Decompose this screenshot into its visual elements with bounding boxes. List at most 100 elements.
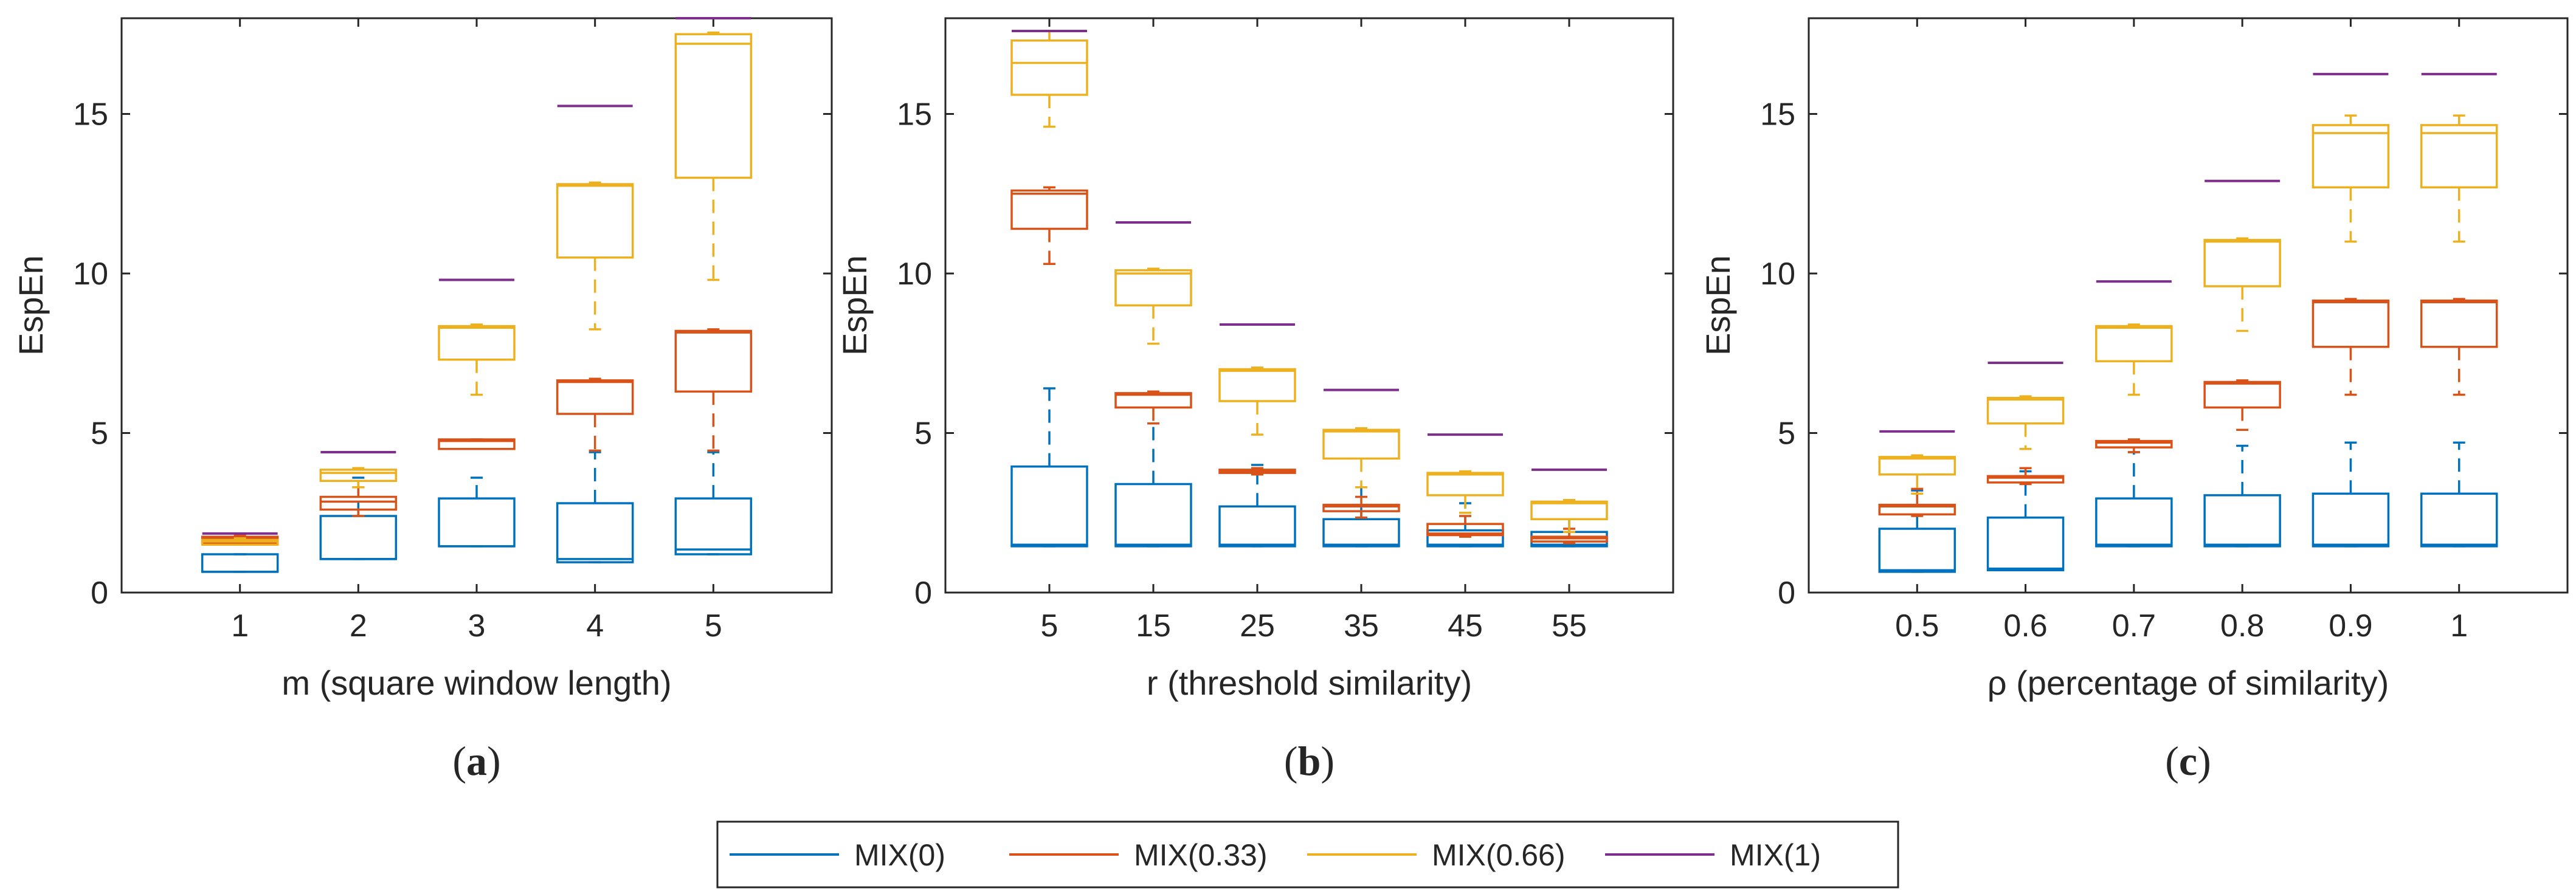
x-tick-label: 0.9 <box>2329 608 2372 644</box>
y-tick-label: 10 <box>897 256 932 292</box>
x-tick-label: 2 <box>350 608 367 644</box>
y-tick-label: 5 <box>1778 416 1795 452</box>
y-tick-label: 0 <box>91 576 108 611</box>
box <box>1218 368 1296 402</box>
x-tick-label: 35 <box>1344 608 1379 644</box>
x-tick-label: 4 <box>586 608 604 644</box>
box <box>2312 492 2390 548</box>
box <box>2203 494 2281 548</box>
panel-label-open: ( <box>1284 738 1298 784</box>
box <box>1114 392 1192 409</box>
box <box>2095 439 2173 449</box>
box <box>1114 269 1192 307</box>
box <box>1010 465 1088 548</box>
x-tick-label: 25 <box>1240 608 1275 644</box>
box <box>438 438 516 450</box>
box <box>1986 397 2065 425</box>
box <box>2203 380 2281 409</box>
y-tick-label: 5 <box>91 416 108 452</box>
box <box>2312 124 2390 188</box>
x-axis-label: m (square window length) <box>281 664 671 702</box>
box <box>1530 500 1608 520</box>
x-tick-label: 3 <box>468 608 486 644</box>
y-tick-label: 5 <box>914 416 932 452</box>
x-tick-label: 1 <box>231 608 249 644</box>
box <box>1426 472 1504 497</box>
panel-label: (c) <box>2165 738 2211 784</box>
box <box>674 33 753 179</box>
x-tick-label: 5 <box>1041 608 1058 644</box>
x-tick-label: 0.7 <box>2112 608 2156 644</box>
box <box>2420 124 2498 188</box>
legend: MIX(0) MIX(0.33) MIX(0.66) MIX(1) <box>716 820 1899 889</box>
box <box>1426 529 1504 548</box>
box <box>319 469 398 482</box>
y-tick-label: 15 <box>73 97 108 132</box>
x-tick-label: 0.8 <box>2220 608 2264 644</box>
panel-label-close: ) <box>1321 738 1335 784</box>
panel-label: (a) <box>452 738 500 784</box>
box <box>2420 492 2498 548</box>
y-tick-label: 0 <box>1778 576 1795 611</box>
box <box>2095 325 2173 363</box>
panel-label-letter: a <box>466 738 487 784</box>
panel-label-close: ) <box>487 738 501 784</box>
box <box>201 553 279 573</box>
box <box>674 497 753 555</box>
box <box>1878 528 1956 573</box>
y-tick-label: 15 <box>897 97 932 132</box>
x-tick-label: 0.5 <box>1895 608 1939 644</box>
box <box>2312 299 2390 348</box>
y-axis-label: EspEn <box>1699 255 1737 356</box>
x-tick-label: 0.6 <box>2003 608 2047 644</box>
x-tick-label: 45 <box>1448 608 1483 644</box>
panel-c: 0 5 10 15 0.5 0.6 0.7 0.8 0.9 1 ρ (percentage of s… <box>1699 17 2569 784</box>
y-tick-label: 15 <box>1760 97 1795 132</box>
x-tick-label: 1 <box>2450 608 2468 644</box>
box <box>1114 483 1192 548</box>
panel-b: 0 5 10 15 5 15 25 35 45 55 r (threshold similarity… <box>835 17 1674 784</box>
panel-label-letter: b <box>1298 738 1321 784</box>
box <box>2420 299 2498 348</box>
x-tick-label: 55 <box>1552 608 1587 644</box>
y-axis-label: EspEn <box>835 255 874 356</box>
box <box>438 325 516 361</box>
box <box>438 497 516 548</box>
box <box>1322 428 1400 460</box>
box <box>556 183 634 259</box>
box <box>674 329 753 393</box>
x-axis-label: ρ (percentage of similarity) <box>1987 664 2389 702</box>
panel-label-letter: c <box>2179 738 2197 784</box>
box <box>1010 189 1088 230</box>
box <box>1218 505 1296 548</box>
axes-frame <box>120 17 833 594</box>
panel-a: 0 5 10 15 1 2 3 4 5 m (square window length) EspEn… <box>12 17 833 784</box>
y-tick-label: 10 <box>1760 256 1795 292</box>
box <box>556 379 634 415</box>
x-axis-label: r (threshold similarity) <box>1147 664 1472 702</box>
y-tick-label: 0 <box>914 576 932 611</box>
x-tick-label: 15 <box>1136 608 1171 644</box>
axes-frame <box>944 17 1674 594</box>
legend-label: MIX(1) <box>1730 838 1821 872</box>
box <box>556 502 634 563</box>
box <box>1878 456 1956 476</box>
box <box>1986 475 2065 484</box>
box <box>1010 40 1088 96</box>
box <box>2203 239 2281 287</box>
panel-label-open: ( <box>2165 738 2179 784</box>
box <box>1322 503 1400 512</box>
box <box>1426 523 1504 537</box>
legend-label: MIX(0.66) <box>1432 838 1566 872</box>
box <box>2095 497 2173 548</box>
y-axis-label: EspEn <box>12 255 50 356</box>
panel-label: (b) <box>1284 738 1335 784</box>
box <box>1878 503 1956 516</box>
box <box>319 515 398 560</box>
legend-label: MIX(0) <box>854 838 945 872</box>
box <box>319 495 398 511</box>
box <box>1322 518 1400 548</box>
axes-frame <box>1808 17 2569 594</box>
panel-label-open: ( <box>452 738 466 784</box>
